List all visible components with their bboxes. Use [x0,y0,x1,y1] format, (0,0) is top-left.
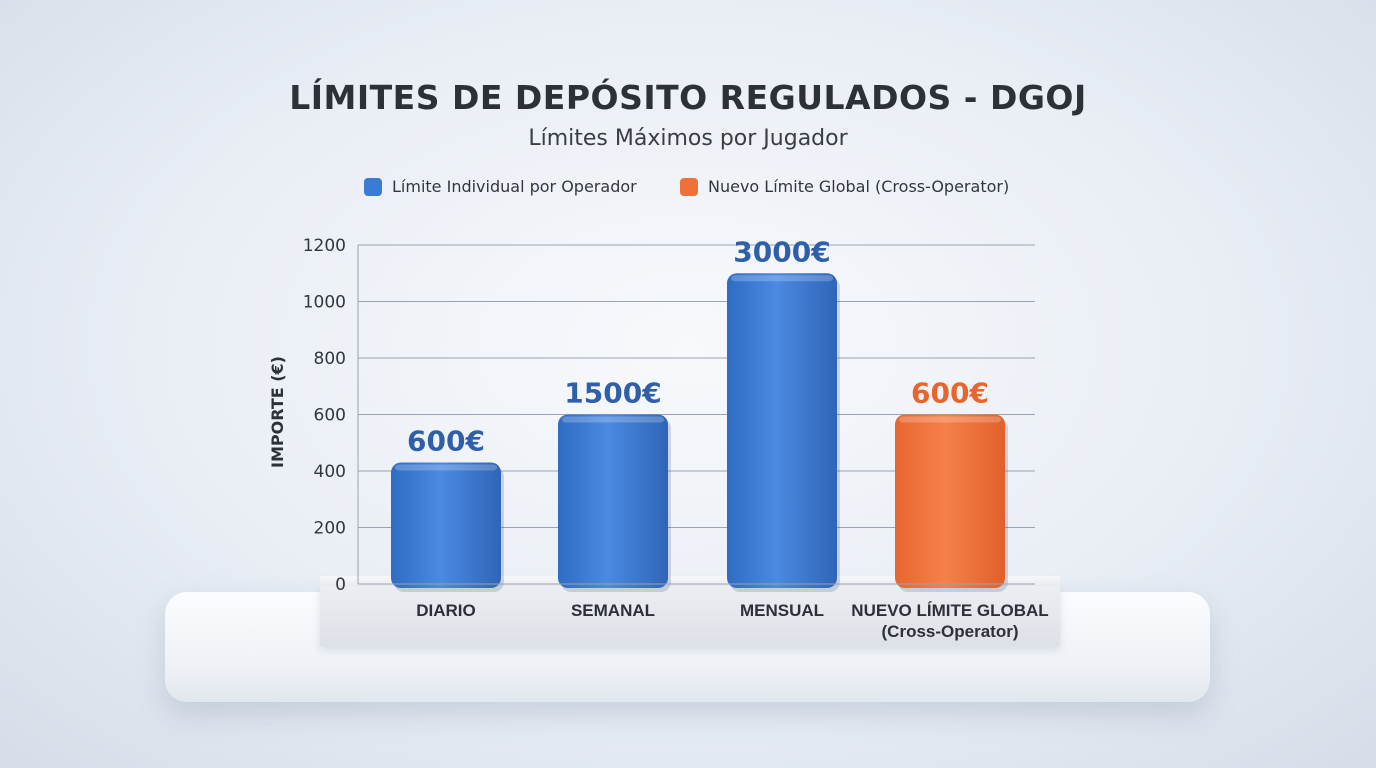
bar-highlight-3 [899,416,1001,423]
y-tick-label-200: 200 [314,519,346,539]
bar-highlight-0 [395,464,497,471]
y-tick-label-0: 0 [335,575,346,595]
chart-legend: Límite Individual por Operador Nuevo Lím… [0,177,1376,203]
y-tick-label-800: 800 [314,349,346,369]
bar-2 [727,273,837,588]
y-tick-label-400: 400 [314,462,346,482]
legend-label-global: Nuevo Límite Global (Cross-Operator) [708,177,1010,196]
data-label-1: 1500€ [564,377,661,410]
x-tick-label-0: DIARIO [416,601,476,620]
y-tick-label-1000: 1000 [303,293,346,313]
data-label-0: 600€ [407,425,485,458]
chart-platform-top [320,576,1060,588]
x-tick-label-2: MENSUAL [740,601,824,620]
legend-swatch-global [680,177,698,196]
bar-highlight-1 [562,416,664,423]
y-axis-title: IMPORTE (€) [268,356,287,468]
y-tick-label-600: 600 [314,406,346,426]
chart-subtitle: Límites Máximos por Jugador [528,126,848,151]
legend-item-global: Nuevo Límite Global (Cross-Operator) [680,177,1009,196]
x-tick-label-3-line-1: (Cross-Operator) [882,622,1019,641]
bar-1 [558,414,668,588]
chart-title: LÍMITES DE DEPÓSITO REGULADOS - DGOJ [289,78,1087,117]
data-label-2: 3000€ [733,235,830,268]
data-label-3: 600€ [911,377,989,410]
chart-platform-front [320,586,1060,646]
bar-highlight-2 [731,275,833,282]
x-tick-label-1: SEMANAL [571,601,655,620]
legend-item-individual: Límite Individual por Operador [364,177,637,196]
legend-label-individual: Límite Individual por Operador [392,177,637,196]
legend-swatch-individual [364,177,382,196]
y-tick-label-1200: 1200 [303,236,346,256]
x-tick-label-3-line-0: NUEVO LÍMITE GLOBAL [851,601,1048,620]
bar-3 [895,414,1005,588]
bar-0 [391,462,501,588]
